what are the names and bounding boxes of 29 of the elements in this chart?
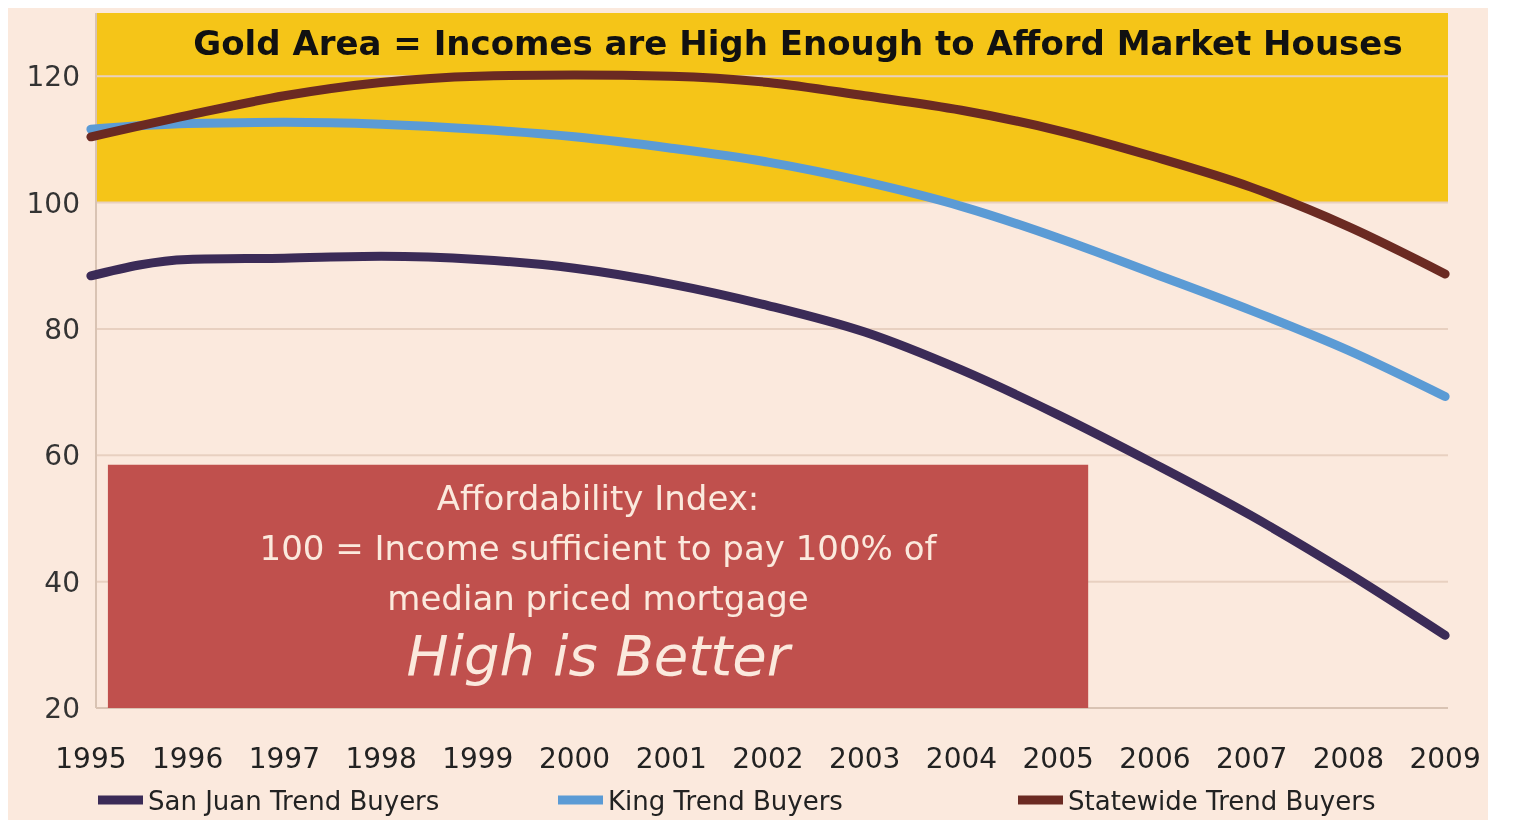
annotation: 100 = Income sufficient to pay 100% of — [259, 527, 938, 568]
x-tick-label: 2006 — [1119, 742, 1191, 775]
x-tick-label: 1998 — [345, 742, 417, 775]
x-tick-label: 1996 — [152, 742, 224, 775]
x-tick-label: 2002 — [732, 742, 804, 775]
x-tick-label: 2008 — [1312, 742, 1384, 775]
x-tick-label: 1999 — [442, 742, 514, 775]
x-tick-label: 1995 — [55, 742, 127, 775]
x-tick-label: 2001 — [635, 742, 707, 775]
x-tick-label: 2005 — [1022, 742, 1094, 775]
annotation: median priced mortgage — [387, 577, 809, 618]
y-tick-label: 80 — [44, 312, 80, 346]
y-tick-label: 100 — [26, 186, 80, 220]
y-tick-label: 60 — [44, 439, 80, 473]
x-tick-label: 1997 — [248, 742, 320, 775]
legend-label: King Trend Buyers — [608, 786, 843, 816]
y-tick-label: 40 — [44, 565, 80, 599]
band-label: Gold Area = Incomes are High Enough to Afford Market Houses — [193, 23, 1403, 63]
y-tick-label: 20 — [44, 692, 80, 725]
annotation: Affordability Index: — [436, 477, 760, 518]
annotation: High is Better — [406, 622, 793, 688]
x-tick-label: 2009 — [1409, 742, 1481, 775]
legend-label: Statewide Trend Buyers — [1068, 786, 1376, 816]
x-tick-label: 2007 — [1216, 742, 1288, 775]
x-tick-label: 2004 — [925, 742, 998, 775]
x-tick-label: 2003 — [829, 742, 901, 775]
x-tick-label: 2000 — [538, 742, 611, 775]
y-tick-label: 120 — [26, 60, 80, 94]
legend-label: San Juan Trend Buyers — [148, 786, 440, 816]
